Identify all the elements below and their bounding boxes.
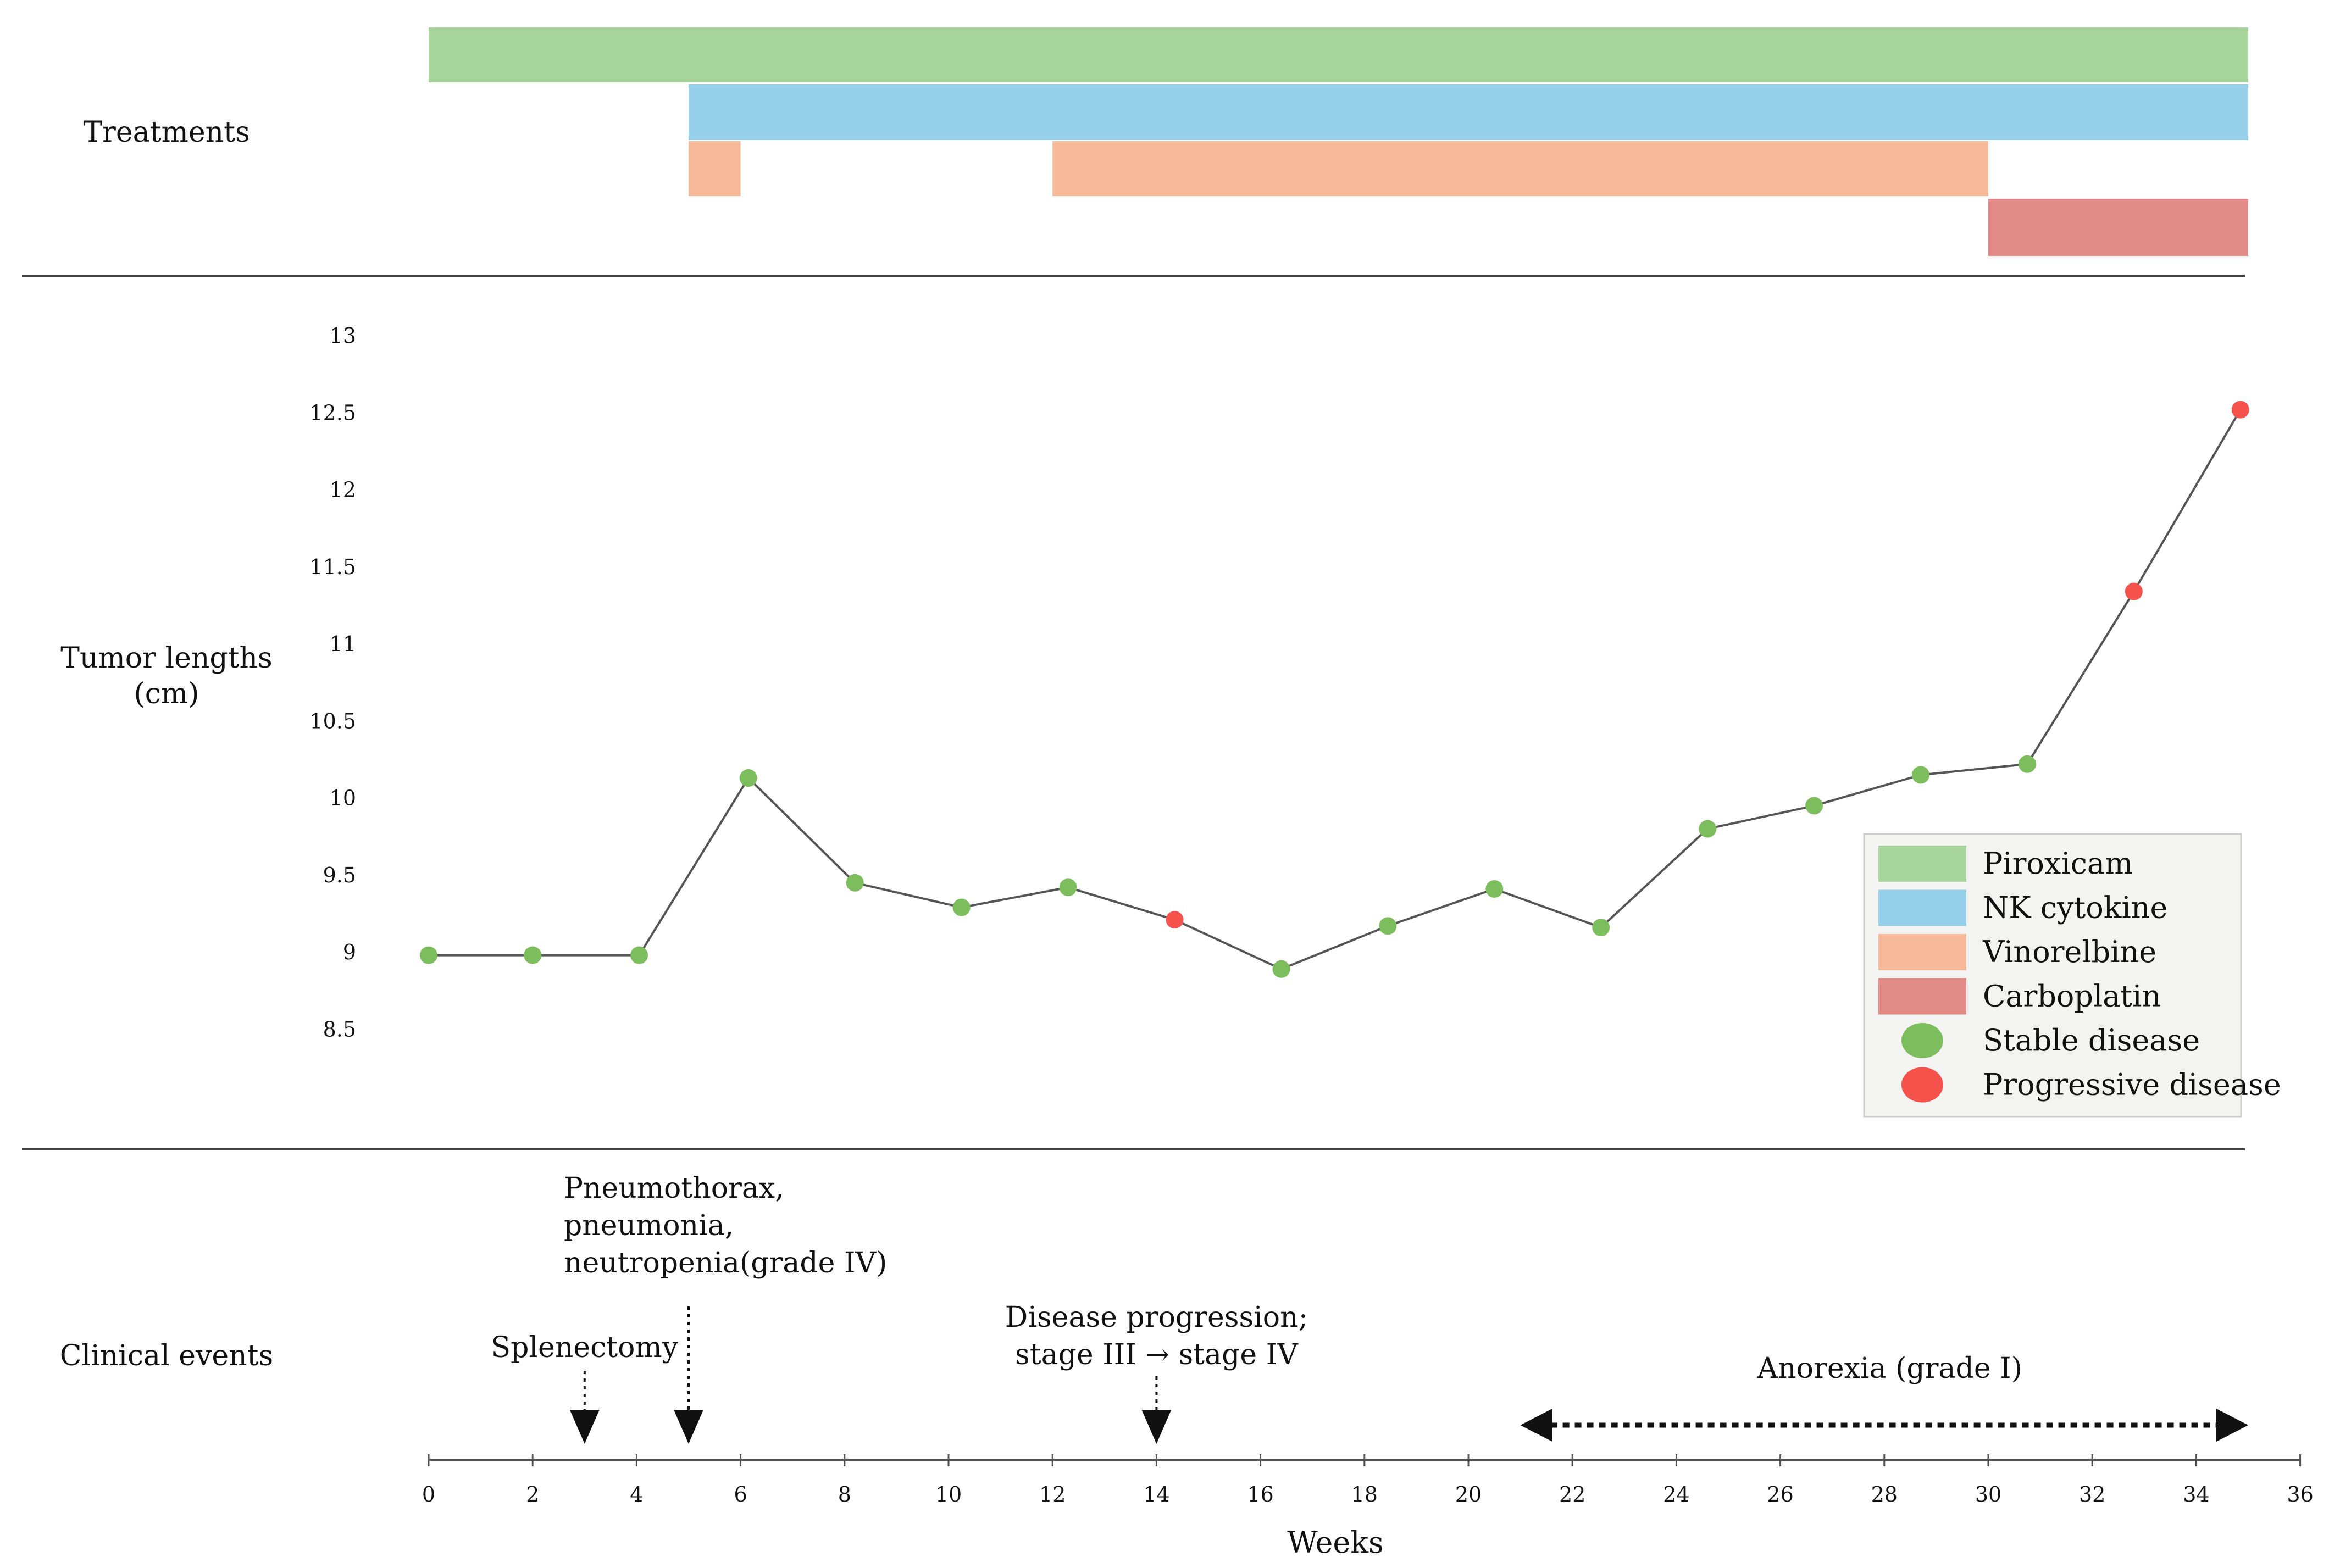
legend-swatch-carboplatin: [1878, 978, 1966, 1015]
legend-label-progressive-disease: Progressive disease: [1983, 1067, 2281, 1102]
treatment-bar-piroxicam-0: [429, 27, 2248, 82]
event-1-arrowhead: [569, 1410, 600, 1444]
legend-dot-stable-disease: [1901, 1023, 1943, 1058]
x-tick-label-8: 8: [838, 1482, 851, 1506]
legend-label-piroxicam: Piroxicam: [1983, 846, 2133, 881]
x-tick-label-10: 10: [935, 1482, 962, 1506]
data-point-stable-5: [846, 874, 864, 892]
tumor-line-series: [429, 409, 2242, 971]
y-tick-label-10.5: 10.5: [309, 709, 356, 733]
x-tick-label-30: 30: [1975, 1482, 2001, 1506]
event-2-label-line-1: Pneumothorax,: [564, 1172, 784, 1205]
y-tick-label-11: 11: [330, 632, 356, 656]
data-point-progressive-18: [2231, 401, 2249, 419]
y-tick-label-11.5: 11.5: [309, 555, 356, 579]
y-tick-label-9: 9: [343, 940, 356, 964]
treatments-section-label: Treatments: [83, 116, 249, 149]
legend-label-stable-disease: Stable disease: [1983, 1023, 2200, 1058]
treatment-bars: [429, 27, 2248, 256]
event-2-label-line-2: pneumonia,: [564, 1209, 734, 1242]
x-tick-label-22: 22: [1559, 1482, 1585, 1506]
events-section-label: Clinical events: [60, 1339, 273, 1372]
x-tick-label-18: 18: [1351, 1482, 1378, 1506]
event-3-label-line-2: stage III → stage IV: [1015, 1338, 1299, 1371]
clinical-events: Splenectomy Pneumothorax, pneumonia, neutro…: [491, 1172, 2248, 1444]
legend-label-vinorelbine: Vinorelbine: [1982, 935, 2156, 969]
duration-event-1-arrow-right: [2216, 1409, 2248, 1442]
data-point-stable-13: [1699, 820, 1717, 838]
y-tick-label-10: 10: [330, 786, 356, 810]
x-axis: 0 2 4 6 8 10 12 14 16 18 20 22 24 26 28 30 32 34 36: [422, 1454, 2314, 1506]
x-tick-label-16: 16: [1247, 1482, 1273, 1506]
event-2-arrowhead: [674, 1410, 703, 1444]
duration-event-1-arrow-left: [1520, 1409, 1552, 1442]
data-point-stable-9: [1272, 960, 1290, 978]
x-tick-label-28: 28: [1871, 1482, 1898, 1506]
x-tick-label-0: 0: [422, 1482, 435, 1506]
treatment-bar-vinorelbine-2: [689, 141, 741, 196]
data-point-stable-14: [1805, 797, 1823, 815]
x-tick-label-2: 2: [526, 1482, 539, 1506]
x-tick-label-32: 32: [2079, 1482, 2105, 1506]
y-tick-label-8.5: 8.5: [323, 1017, 356, 1041]
tumor-section-label-line2: (cm): [134, 677, 199, 710]
event-2-label-line-3: neutropenia(grade IV): [564, 1247, 887, 1280]
data-point-progressive-17: [2125, 582, 2143, 600]
tumor-points: [420, 401, 2249, 978]
x-axis-title: Weeks: [1287, 1525, 1383, 1560]
data-point-stable-6: [952, 898, 971, 916]
x-tick-label-20: 20: [1455, 1482, 1482, 1506]
legend-swatch-nk-cytokine: [1878, 889, 1966, 926]
legend-dot-progressive-disease: [1901, 1067, 1943, 1103]
event-3-arrowhead: [1141, 1410, 1172, 1444]
y-tick-label-12: 12: [330, 478, 356, 502]
data-point-stable-15: [1912, 766, 1930, 784]
data-point-stable-7: [1059, 878, 1077, 897]
y-tick-label-13: 13: [330, 324, 356, 348]
tumor-section-label-line1: Tumor lengths: [60, 642, 272, 675]
data-point-stable-11: [1485, 880, 1504, 898]
x-tick-label-36: 36: [2287, 1482, 2313, 1506]
data-point-stable-10: [1379, 917, 1397, 935]
y-tick-label-12.5: 12.5: [309, 401, 356, 425]
x-tick-label-26: 26: [1767, 1482, 1793, 1506]
data-point-progressive-8: [1166, 911, 1184, 929]
event-3-label-line-1: Disease progression;: [1005, 1301, 1308, 1334]
x-tick-label-6: 6: [734, 1482, 747, 1506]
data-point-stable-4: [739, 769, 757, 787]
event-1-label-line-1: Splenectomy: [491, 1331, 679, 1364]
legend-swatch-vinorelbine: [1878, 934, 1966, 970]
legend-label-nk-cytokine: NK cytokine: [1983, 891, 2167, 925]
data-point-stable-1: [420, 946, 437, 964]
legend-label-carboplatin: Carboplatin: [1983, 979, 2161, 1014]
tumor-line-path: [429, 409, 2242, 971]
treatment-bar-vinorelbine-3: [1052, 141, 1988, 196]
x-tick-label-12: 12: [1039, 1482, 1066, 1506]
treatment-bar-carboplatin-4: [1988, 199, 2248, 256]
data-point-stable-2: [524, 946, 542, 964]
legend: Piroxicam NK cytokine Vinorelbine Carboplat…: [1863, 833, 2281, 1118]
data-point-stable-3: [630, 946, 648, 964]
legend-swatch-piroxicam: [1878, 846, 1966, 882]
x-tick-label-4: 4: [630, 1482, 643, 1506]
y-tick-label-9.5: 9.5: [323, 863, 356, 887]
data-point-stable-16: [2018, 755, 2036, 773]
x-tick-label-14: 14: [1143, 1482, 1169, 1506]
x-tick-label-34: 34: [2183, 1482, 2209, 1506]
x-tick-label-24: 24: [1663, 1482, 1689, 1506]
treatment-bar-nk-cytokine-1: [689, 84, 2248, 140]
data-point-stable-12: [1592, 919, 1610, 937]
duration-event-1-label: Anorexia (grade I): [1757, 1352, 2022, 1385]
y-axis: 8.5 9 9.5 10 10.5 11 11.5 12 12.5 13: [309, 324, 356, 1041]
